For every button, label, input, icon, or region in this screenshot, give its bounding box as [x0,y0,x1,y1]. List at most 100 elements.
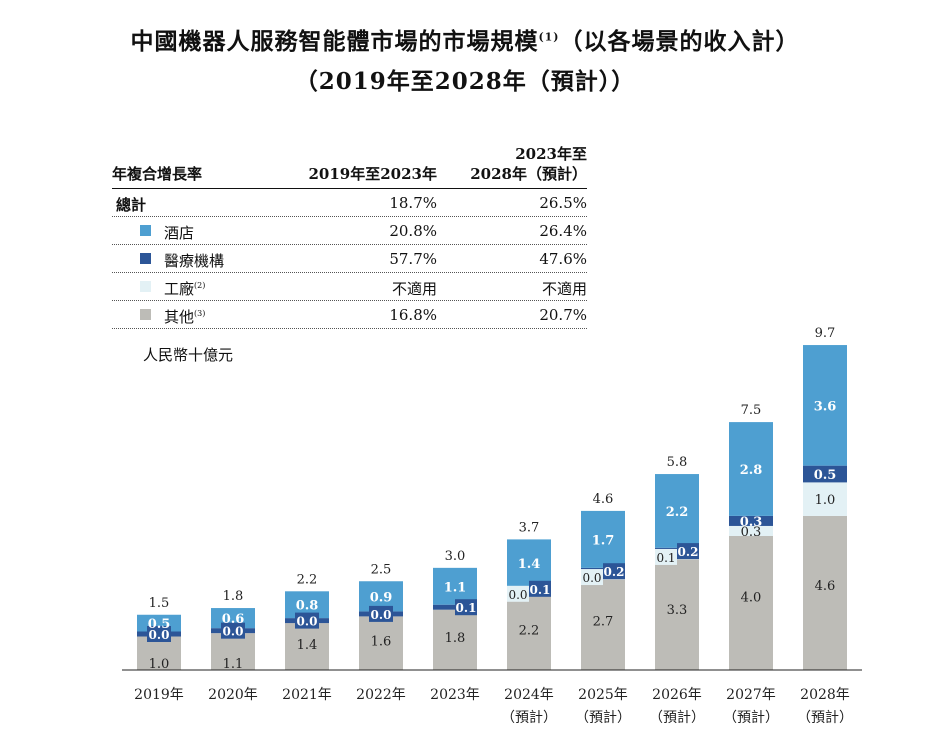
x-tick-sublabel: （預計） [501,710,557,726]
cagr-header-label: 年複合增長率 [112,165,203,183]
data-label-bg-medical [603,563,625,580]
bar-segment-hotel-2025 [581,510,625,568]
data-label-medical: 0.2 [604,565,625,579]
title-footnote: (1) [538,30,560,44]
bar-segment-other-2021 [285,623,329,670]
x-tick-label: 2026年 [652,687,702,703]
cagr-row-label: 醫療機構 [164,252,225,270]
x-tick-label: 2022年 [356,687,406,703]
chart-title-line1: 中國機器人服務智能體市場的市場規模(1)（以各場景的收入計） [130,28,800,55]
cagr-row-label: 其他(3) [164,308,206,326]
bar-total-label: 4.6 [593,492,614,507]
cagr-row-total: 總計 18.7% 26.5% [112,189,587,217]
unit-label: 人民幣十億元 [143,346,234,364]
bar-total-label: 7.5 [741,403,762,418]
legend-swatch-hotel [140,225,151,236]
cagr-value-2023-2028: 47.6% [539,250,587,268]
bar-segment-other-2026 [655,559,699,670]
data-label-bg-factory [507,585,529,602]
x-tick-label: 2028年 [800,687,850,703]
x-tick-sublabel: （預計） [575,710,631,726]
data-label-other: 3.3 [667,603,688,618]
data-label-hotel: 1.7 [592,533,615,548]
data-label-other: 4.6 [815,579,836,594]
data-label-medical: 0.3 [740,515,763,530]
bar-segment-other-2020 [211,633,255,670]
cagr-table-header: 年複合增長率 2019年至2023年 2023年至 2028年（預計） [112,140,587,189]
data-label-medical: 0.0 [149,628,170,642]
bar-total-label: 2.2 [297,572,318,587]
cagr-row-medical: 醫療機構 57.7% 47.6% [112,245,587,273]
cagr-col1-header: 2019年至2023年 [308,165,438,183]
x-axis-labels: 2019年 2020年 2021年 2022年 2023年 2024年 （預計） 2025年 （… [134,687,853,726]
x-tick-label: 2027年 [726,687,776,703]
cagr-row-hotel: 酒店 20.8% 26.4% [112,217,587,245]
cagr-value-2023-2028: 26.4% [539,222,587,240]
data-label-medical: 0.5 [814,468,837,483]
cagr-value-2019-2023: 57.7% [389,250,437,268]
bar-total-label: 3.7 [519,520,540,535]
bar-segment-factory-2028 [803,482,847,516]
bar-segment-factory-2027 [729,525,773,536]
bar-segment-other-2022 [359,616,403,670]
data-label-medical: 0.0 [371,608,392,622]
bar-segment-other-2023 [433,609,477,670]
bar-segment-hotel-2024 [507,539,551,587]
cagr-table: 年複合增長率 2019年至2023年 2023年至 2028年（預計） 總計 18… [112,140,587,329]
bar-segment-hotel-2023 [433,567,477,605]
data-label-bg-medical [147,626,171,642]
data-label-factory: 0.0 [508,588,527,602]
data-label-hotel: 1.4 [518,557,541,572]
data-label-medical: 0.1 [456,601,477,615]
data-label-medical: 0.2 [678,545,699,559]
bar-segment-medical-2028 [803,465,847,483]
data-label-hotel: 2.2 [666,505,689,520]
x-tick-label: 2019年 [134,687,184,703]
bar-total-label: 3.0 [445,549,466,564]
data-label-bg-factory [581,569,603,586]
data-label-factory: 0.3 [741,525,762,540]
x-tick-label: 2020年 [208,687,258,703]
bar-segment-medical-2027 [729,515,773,526]
data-label-other: 2.2 [519,623,540,638]
legend-swatch-medical [140,253,151,264]
data-label-bg-medical [295,612,319,629]
cagr-row-label: 總計 [116,196,147,214]
data-label-hotel: 0.5 [148,617,171,632]
data-label-hotel: 0.8 [296,599,319,614]
cagr-value-2019-2023: 不適用 [391,280,437,298]
x-tick-sublabel: （預計） [797,710,853,726]
x-tick-label: 2023年 [430,687,480,703]
data-label-other: 1.0 [149,657,170,672]
data-label-other: 1.1 [223,657,244,672]
data-label-bg-medical [369,605,393,622]
data-label-hotel: 0.6 [222,612,245,627]
cagr-value-2019-2023: 18.7% [389,194,437,212]
bar-total-label: 5.8 [667,455,688,470]
data-label-other: 4.0 [741,590,762,605]
data-label-other: 2.7 [593,614,614,629]
cagr-value-2023-2028: 26.5% [539,194,587,212]
data-label-factory: 0.0 [582,571,601,585]
bar-segment-other-2025 [581,579,625,670]
bars-layer: 1.00.00.51.51.10.00.61.81.40.00.82.21.60… [137,326,847,672]
bar-total-label: 1.5 [149,596,170,611]
data-label-factory: 0.1 [656,551,675,565]
x-tick-label: 2024年 [504,687,554,703]
bar-segment-hotel-2028 [803,345,847,466]
bar-segment-other-2028 [803,515,847,670]
bar-segment-other-2027 [729,536,773,670]
data-label-bg-medical [677,543,699,560]
cagr-col2-header: 2023年至 2028年（預計） [470,145,587,183]
chart-title-line2: （2019年至2028年（預計）） [294,68,636,95]
bar-total-label: 9.7 [815,326,836,341]
legend-swatch-factory [140,281,151,292]
data-label-bg-medical [529,580,551,597]
x-tick-sublabel: （預計） [649,710,705,726]
data-label-other: 1.8 [445,631,466,646]
cagr-value-2019-2023: 16.8% [389,306,437,324]
bar-segment-hotel-2026 [655,474,699,548]
data-label-other: 1.6 [371,635,392,650]
x-tick-label: 2025年 [578,687,628,703]
